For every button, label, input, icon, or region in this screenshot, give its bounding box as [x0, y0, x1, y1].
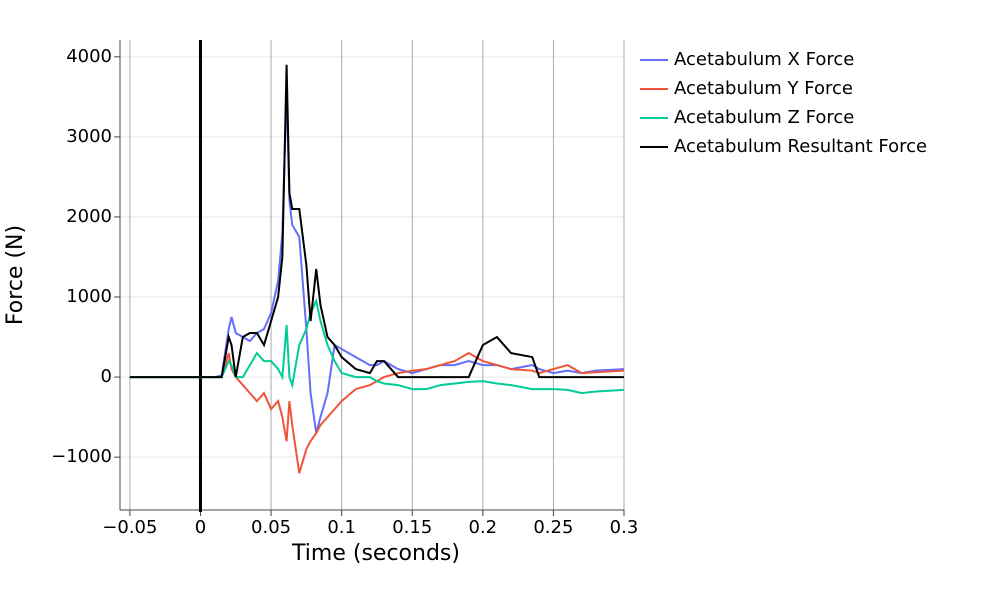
legend-label: Acetabulum X Force — [674, 49, 854, 70]
x-tick-label: 0.25 — [533, 517, 573, 538]
y-axis-title: Force (N) — [3, 225, 28, 325]
y-tick-label: 2000 — [66, 206, 112, 227]
legend-label: Acetabulum Y Force — [674, 78, 853, 99]
x-tick-label: −0.05 — [102, 517, 157, 538]
x-tick-label: 0.2 — [469, 517, 498, 538]
y-tick-label: 3000 — [66, 126, 112, 147]
x-tick-label: 0.05 — [251, 517, 291, 538]
x-axis-title: Time (seconds) — [291, 541, 460, 566]
series-line — [129, 351, 625, 474]
x-tick-label: 0.15 — [392, 517, 432, 538]
x-tick-label: 0.1 — [327, 517, 356, 538]
legend-label: Acetabulum Resultant Force — [674, 136, 927, 157]
series-line — [129, 297, 625, 395]
y-tick-label: 1000 — [66, 286, 112, 307]
series-line — [129, 64, 624, 379]
y-tick-label: −1000 — [51, 446, 112, 467]
x-tick-label: 0 — [195, 517, 206, 538]
x-tick-label: 0.3 — [610, 517, 639, 538]
legend-label: Acetabulum Z Force — [674, 107, 854, 128]
y-tick-label: 4000 — [66, 46, 112, 67]
y-tick-label: 0 — [101, 366, 112, 387]
